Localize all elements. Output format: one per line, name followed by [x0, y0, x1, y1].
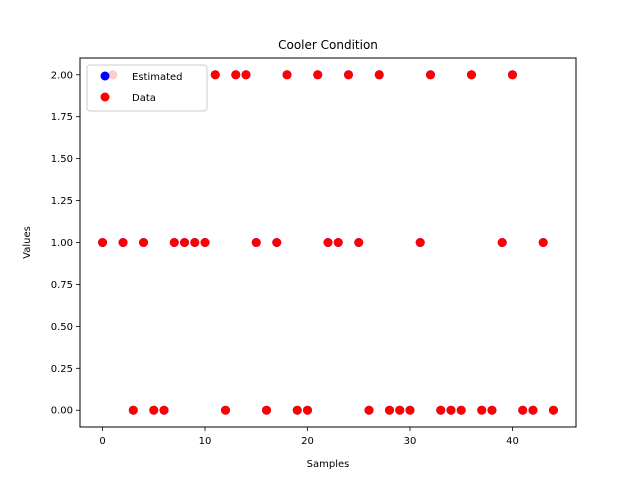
chart-title: Cooler Condition [278, 38, 378, 52]
point-data-9 [190, 238, 200, 247]
point-data-22 [323, 238, 333, 247]
point-data-12 [221, 405, 231, 415]
point-data-35 [456, 405, 466, 415]
point-data-36 [466, 70, 476, 80]
point-data-0 [98, 238, 108, 247]
x-tick-label: 0 [99, 436, 105, 447]
point-data-37 [477, 405, 487, 415]
point-data-10 [200, 238, 210, 247]
axis-ticks: 0 10 20 30 40 0.00 0.25 0.50 0.75 1.00 1.25 1.50 1.7… [51, 70, 519, 447]
point-data-29 [395, 405, 405, 415]
x-tick-label: 20 [301, 436, 314, 447]
y-tick-label: 0.25 [51, 364, 73, 375]
point-data-27 [374, 70, 384, 80]
point-data-6 [159, 405, 169, 415]
point-data-41 [518, 405, 528, 415]
point-data-25 [354, 238, 364, 247]
legend-marker-data [100, 92, 110, 102]
point-data-44 [548, 405, 558, 415]
point-data-38 [487, 405, 497, 415]
y-tick-label: 1.00 [51, 238, 73, 249]
point-data-13 [231, 70, 241, 80]
point-data-19 [292, 405, 302, 415]
point-data-8 [180, 238, 190, 247]
legend: Estimated Data [86, 64, 208, 112]
y-tick-label: 1.25 [51, 196, 73, 207]
point-data-43 [538, 238, 548, 247]
legend-marker-estimated [100, 71, 110, 81]
point-data-30 [405, 405, 415, 415]
x-tick-label: 10 [199, 436, 212, 447]
y-tick-label: 1.50 [51, 154, 73, 165]
point-data-15 [251, 238, 261, 247]
point-data-34 [446, 405, 456, 415]
y-tick-label: 0.50 [51, 322, 73, 333]
point-data-3 [128, 405, 138, 415]
point-data-20 [303, 405, 313, 415]
point-data-33 [436, 405, 446, 415]
point-data-40 [507, 70, 517, 80]
point-data-7 [169, 238, 179, 247]
x-tick-label: 30 [404, 436, 417, 447]
point-data-26 [364, 405, 374, 415]
legend-label-data: Data [132, 93, 156, 104]
y-tick-label: 0.00 [51, 406, 73, 417]
point-data-24 [343, 70, 353, 80]
y-tick-label: 2.00 [51, 70, 73, 81]
legend-box [86, 64, 208, 112]
point-data-16 [262, 405, 272, 415]
point-data-31 [415, 238, 425, 247]
legend-label-estimated: Estimated [132, 72, 183, 83]
y-axis-label: Values [22, 226, 33, 259]
point-data-4 [139, 238, 149, 247]
point-data-11 [210, 70, 220, 80]
point-data-42 [528, 405, 538, 415]
data-points [98, 70, 558, 415]
point-data-23 [333, 238, 343, 247]
point-data-32 [425, 70, 435, 80]
y-tick-label: 0.75 [51, 280, 73, 291]
plot-frame [79, 57, 577, 428]
y-tick-label: 1.75 [51, 112, 73, 123]
point-data-17 [272, 238, 282, 247]
point-data-5 [149, 405, 159, 415]
point-data-39 [497, 238, 507, 247]
point-data-21 [313, 70, 323, 80]
point-data-18 [282, 70, 292, 80]
point-data-14 [241, 70, 251, 80]
point-data-28 [384, 405, 394, 415]
x-tick-label: 40 [506, 436, 519, 447]
x-axis-label: Samples [307, 459, 350, 470]
point-data-2 [118, 238, 128, 247]
